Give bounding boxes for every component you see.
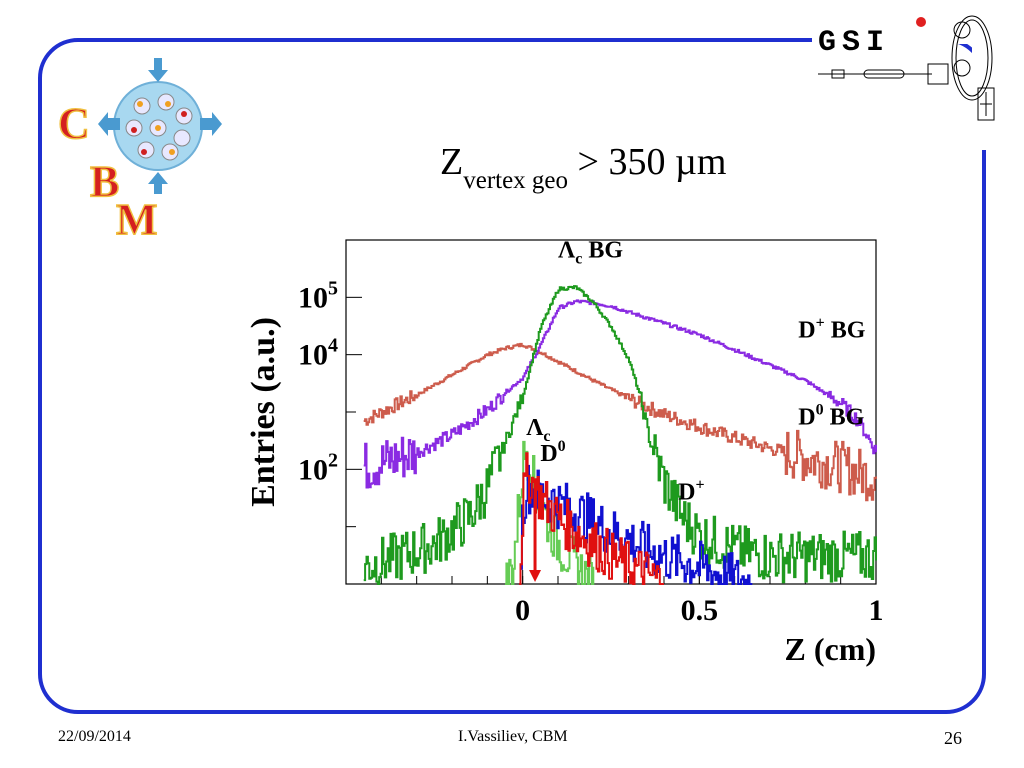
logo-letter-c: C <box>58 99 90 148</box>
label-lambda-c: Λc <box>526 415 550 445</box>
x-tick-label: 0 <box>515 594 530 627</box>
frame-gap <box>812 30 992 44</box>
cut-arrow-head-icon <box>529 570 542 582</box>
label-lambda-bg: Λc BG <box>558 237 623 267</box>
slide-frame <box>38 38 986 714</box>
y-tick-label: 104 <box>298 335 338 372</box>
label-d0: D0 <box>540 438 565 467</box>
x-tick-label: 1 <box>869 594 884 627</box>
cut-arrow <box>529 478 542 582</box>
series-group <box>363 285 878 585</box>
title-main: Z <box>440 141 464 183</box>
gsi-logo-text: GSI <box>818 26 890 60</box>
label-d0-bg: D0 BG <box>798 402 864 431</box>
series-lambda-c-line <box>505 440 595 585</box>
title-subscript: vertex geo <box>463 167 569 194</box>
series-d0-bg-line <box>363 342 878 502</box>
series-lambda-bg-line <box>363 285 878 585</box>
y-axis-label: Entries (a.u.) <box>245 317 282 507</box>
footer-date: 22/09/2014 <box>58 728 131 745</box>
page-number: 26 <box>944 728 962 748</box>
series-d0-line <box>519 452 665 585</box>
x-axis-label: Z (cm) <box>784 631 876 667</box>
logo-letter-m: M <box>116 195 158 236</box>
y-tick-label: 105 <box>298 277 338 314</box>
y-axis-ticks: 105 104 102 <box>298 239 362 585</box>
label-dplus-bg: D+ BG <box>798 314 865 343</box>
y-tick-label: 102 <box>298 449 338 486</box>
plot-frame <box>345 239 877 585</box>
logo-arrows-icon <box>98 58 222 194</box>
accelerator-ring-icon <box>818 15 995 121</box>
title-rest: > 350 µm <box>568 141 727 183</box>
gsi-logo: GSI <box>818 15 995 121</box>
logo-letter-b: B <box>90 157 119 206</box>
cbm-logo: C B M <box>57 58 222 236</box>
label-dplus: D+ <box>678 476 704 505</box>
x-axis-ticks: 0 0.5 1 <box>380 570 884 627</box>
series-dplus-line <box>519 464 753 585</box>
series-dplus-bg-line <box>363 299 878 489</box>
gsi-logo-dot-icon <box>916 17 926 27</box>
x-tick-label: 0.5 <box>681 594 719 627</box>
footer-author: I.Vassiliev, CBM <box>458 728 568 745</box>
slide-title: Zvertex geo > 350 µm <box>440 140 726 195</box>
